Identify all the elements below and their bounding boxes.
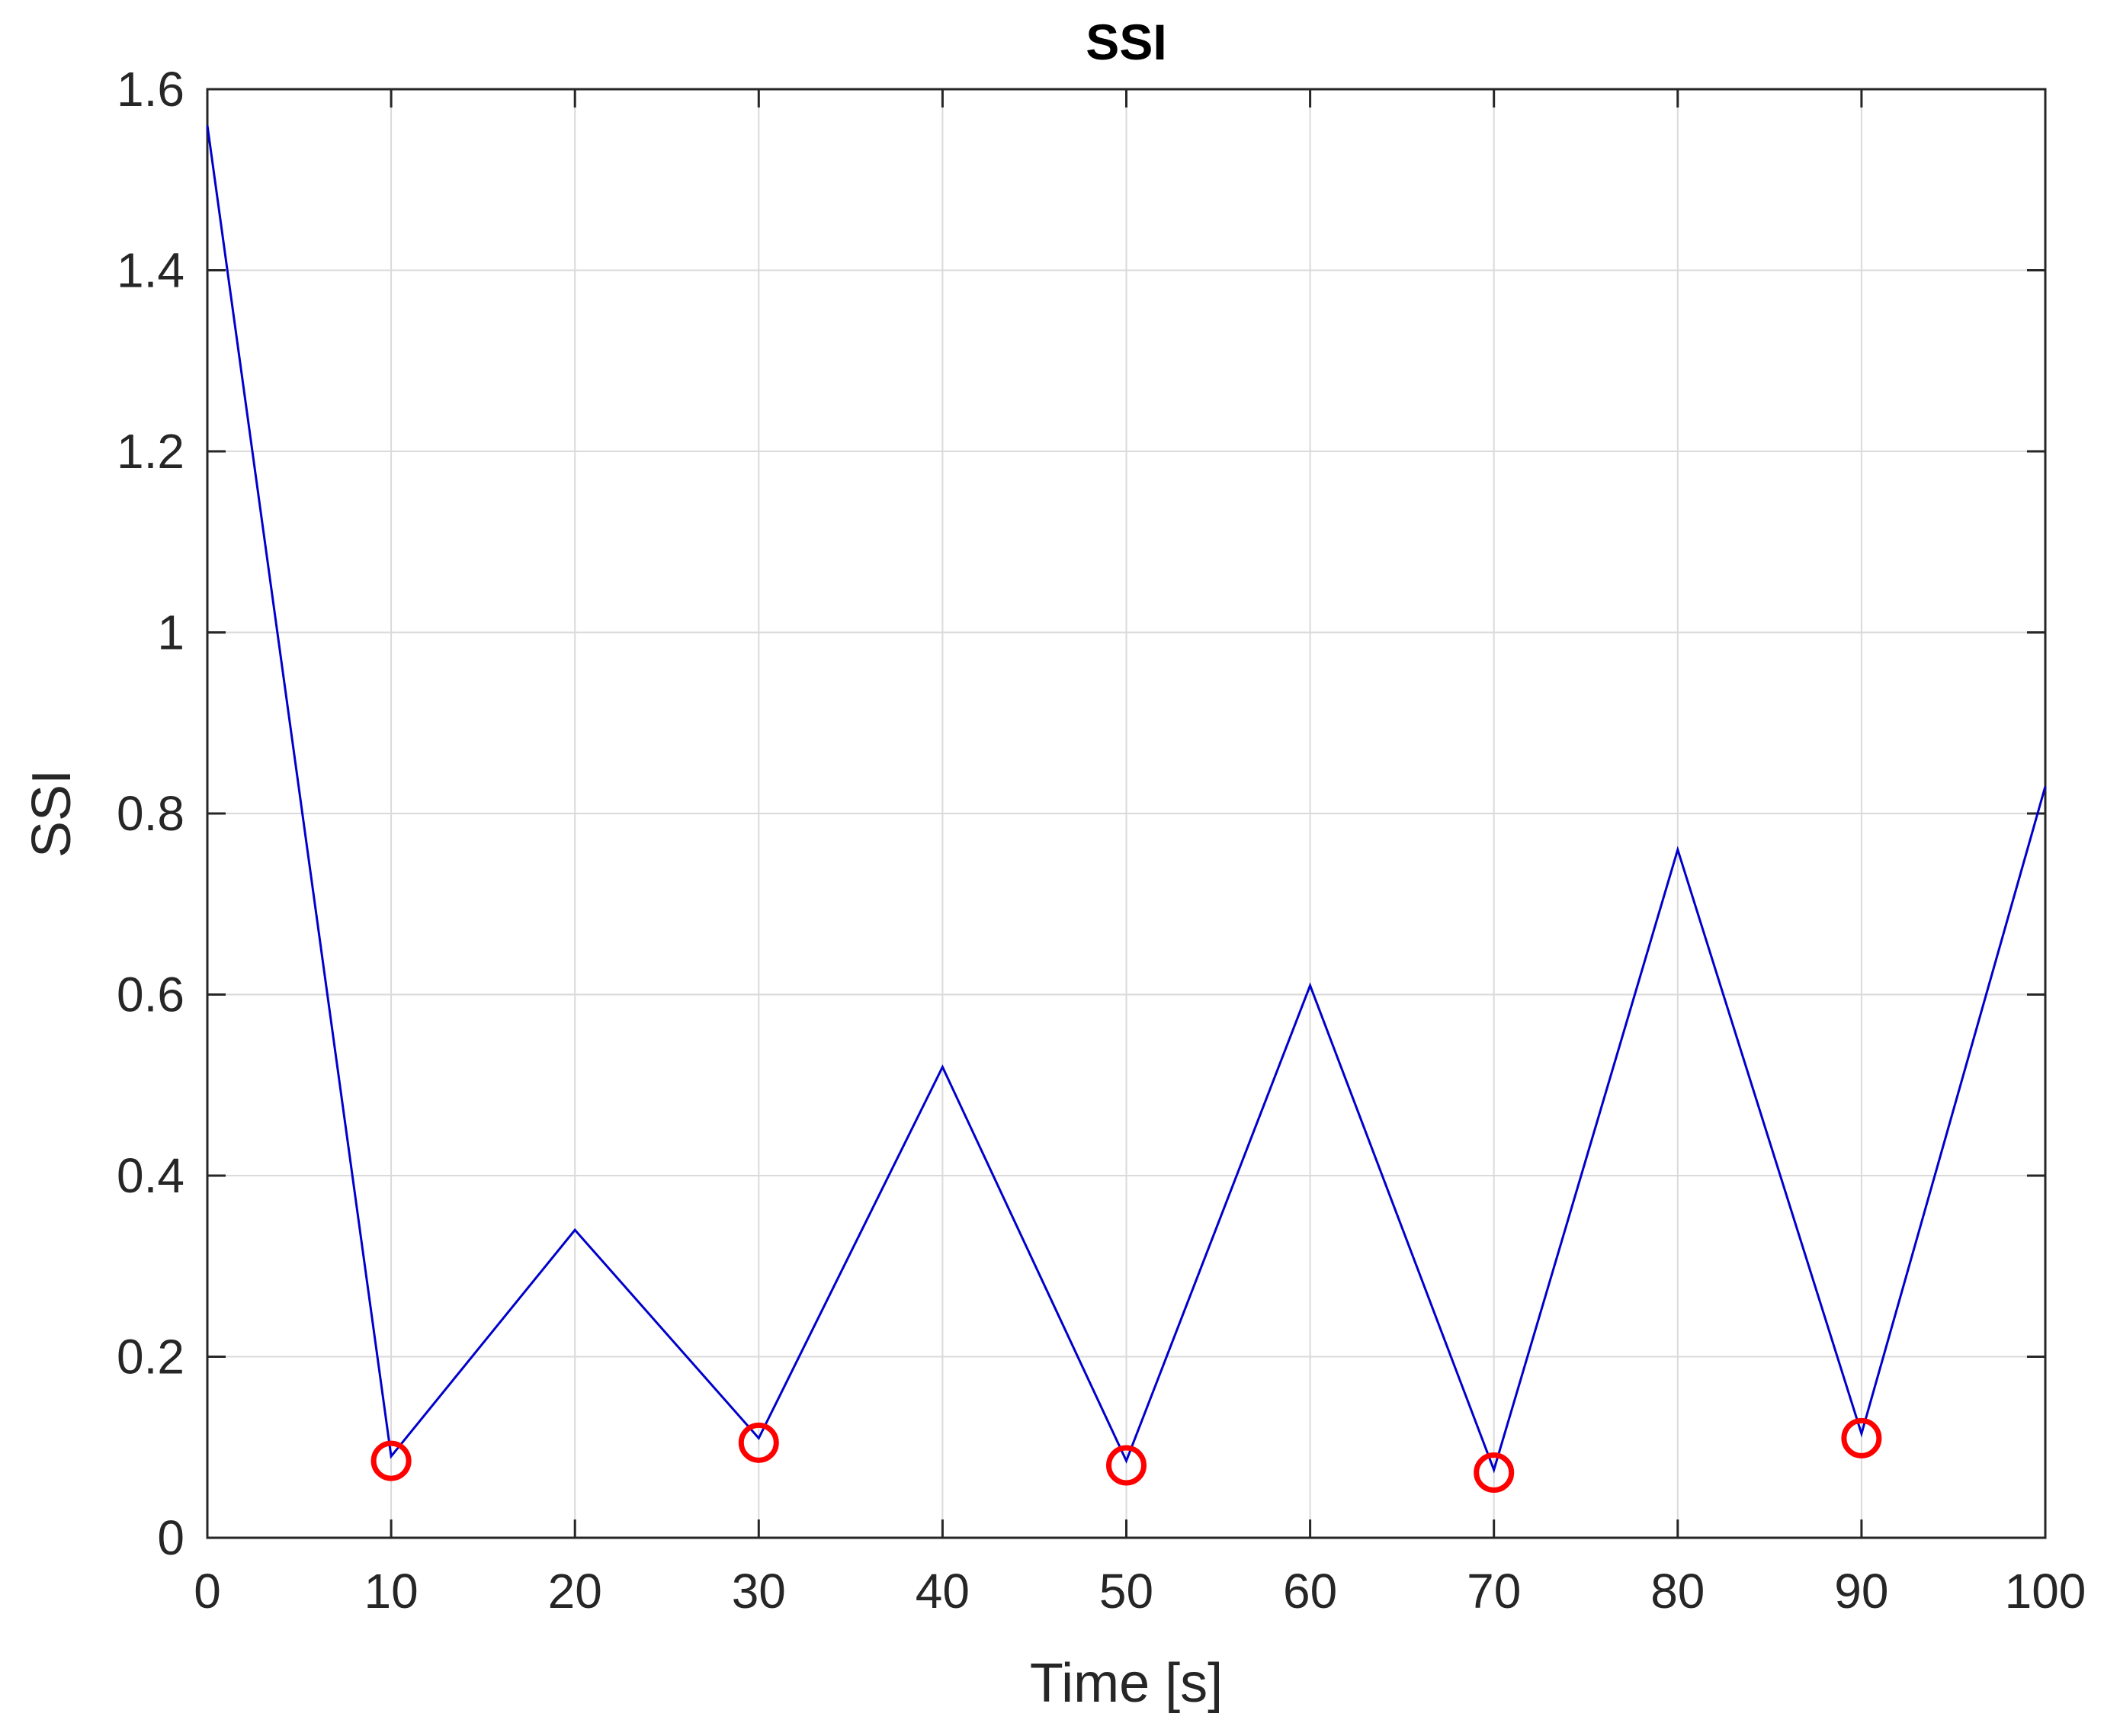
ssi-line-series — [206, 125, 2047, 1474]
x-tick-label: 50 — [1099, 1564, 1153, 1619]
x-tick-label: 90 — [1834, 1564, 1888, 1619]
x-tick-label: 100 — [2005, 1564, 2086, 1619]
minimum-marker — [1474, 1452, 1515, 1493]
y-tick-label: 1 — [157, 605, 184, 660]
x-tick-label: 30 — [732, 1564, 786, 1619]
marker-layer — [370, 1417, 1882, 1493]
y-tick-label: 1.2 — [117, 424, 184, 479]
x-tick-label: 0 — [194, 1564, 221, 1619]
axis-ticks — [206, 88, 2047, 1539]
tick-labels: 0 10 20 30 40 50 60 70 80 90 100 0 0.2 0.4 0.6 0.8 1 1.2 1… — [117, 62, 2086, 1619]
minimum-marker — [1106, 1445, 1147, 1486]
minimum-marker — [1841, 1417, 1882, 1458]
series-layer — [206, 125, 2047, 1474]
x-tick-label: 70 — [1467, 1564, 1521, 1619]
grid — [207, 89, 2045, 1538]
y-tick-label: 0.4 — [117, 1148, 184, 1203]
y-tick-label: 0.8 — [117, 786, 184, 841]
minimum-marker — [738, 1422, 779, 1463]
x-tick-label: 10 — [364, 1564, 419, 1619]
minimum-marker — [370, 1440, 412, 1481]
x-tick-label: 80 — [1650, 1564, 1705, 1619]
y-axis-label: SSI — [21, 769, 82, 858]
y-tick-label: 1.4 — [117, 243, 184, 298]
chart-title: SSI — [1086, 14, 1166, 70]
y-tick-label: 1.6 — [117, 62, 184, 117]
x-tick-label: 60 — [1283, 1564, 1337, 1619]
y-tick-label: 0.6 — [117, 967, 184, 1022]
x-tick-label: 40 — [916, 1564, 970, 1619]
y-tick-label: 0.2 — [117, 1330, 184, 1385]
x-tick-label: 20 — [548, 1564, 602, 1619]
x-axis-label: Time [s] — [1030, 1653, 1223, 1714]
y-tick-label: 0 — [157, 1510, 184, 1565]
